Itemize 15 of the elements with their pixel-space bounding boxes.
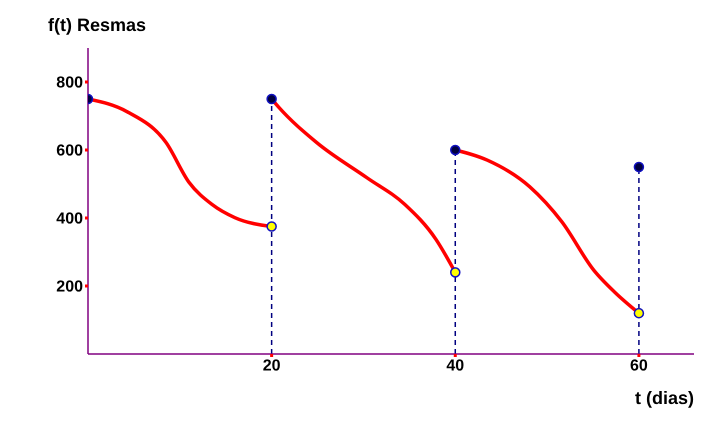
y-tick-label: 800	[56, 74, 84, 92]
y-tick-label: 400	[56, 210, 84, 228]
x-tick-label: 40	[446, 357, 464, 374]
point	[634, 308, 644, 318]
y-tick-label: 600	[56, 142, 84, 160]
point	[266, 221, 277, 232]
x-axis-title: t (dias)	[634, 388, 694, 408]
point	[450, 144, 461, 156]
point	[450, 267, 461, 278]
point	[266, 94, 277, 104]
point	[634, 162, 644, 172]
y-axis-title: f(t) Resmas	[48, 14, 146, 35]
x-tick-label: 60	[630, 357, 648, 374]
y-tick-label: 200	[56, 278, 84, 296]
x-tick-label: 20	[262, 357, 281, 374]
